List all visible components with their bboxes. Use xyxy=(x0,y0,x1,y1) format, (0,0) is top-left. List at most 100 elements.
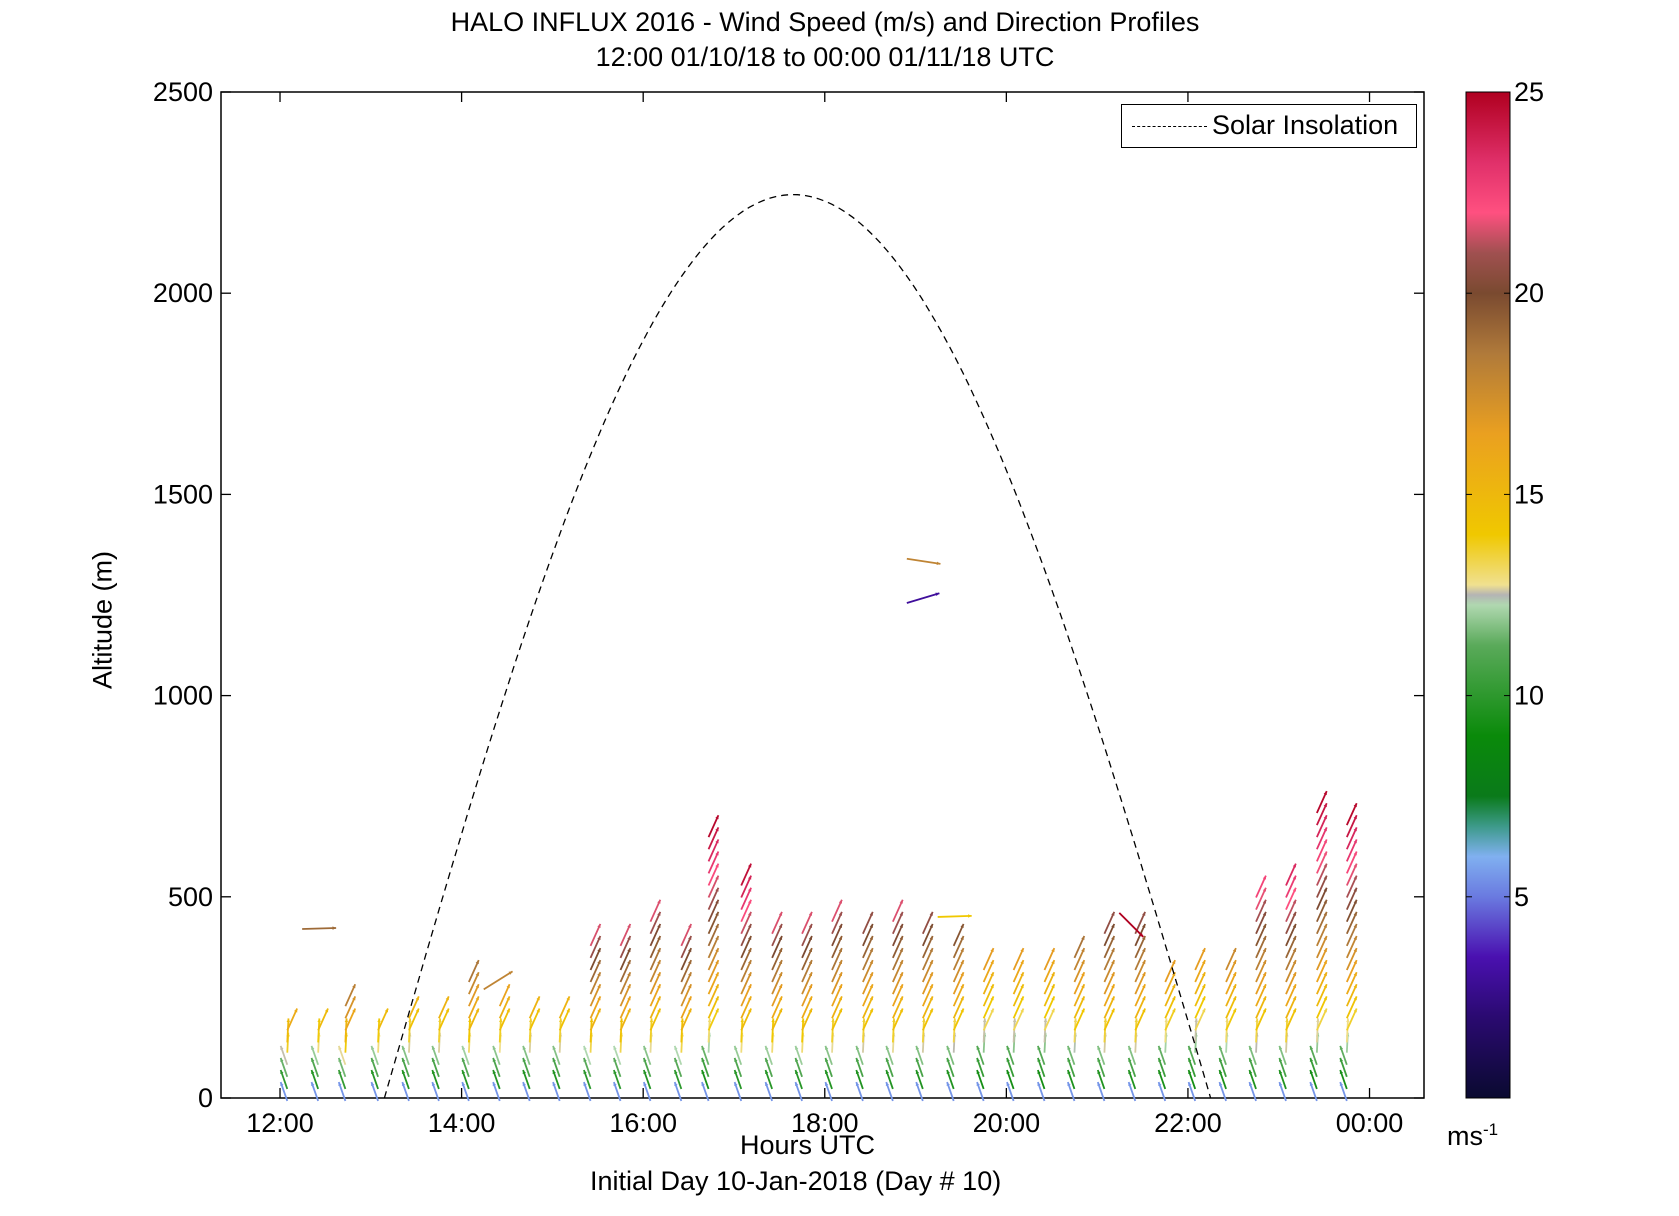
wind-vector xyxy=(649,971,662,995)
wind-vector xyxy=(1187,1081,1197,1102)
wind-vector xyxy=(1316,1008,1328,1031)
wind-vector xyxy=(680,947,692,971)
initial-day-label: Initial Day 10-Jan-2018 (Day # 10) xyxy=(590,1166,1002,1196)
wind-vector xyxy=(707,839,720,862)
wind-vector xyxy=(613,1069,622,1090)
wind-vector xyxy=(1187,1069,1197,1090)
wind-vector xyxy=(1339,1057,1348,1078)
wind-vector xyxy=(344,996,357,1019)
wind-vector xyxy=(740,971,752,995)
wind-vector xyxy=(467,1018,472,1043)
wind-vector xyxy=(642,1057,652,1078)
wind-vector xyxy=(831,971,843,995)
wind-vector xyxy=(1134,996,1146,1019)
wind-vector xyxy=(862,947,874,971)
wind-vector xyxy=(1012,947,1025,971)
wind-vector xyxy=(680,983,692,1007)
wind-vector xyxy=(1073,959,1086,983)
wind-vector xyxy=(1157,1045,1167,1066)
wind-vector xyxy=(733,1057,743,1078)
wind-vector xyxy=(831,911,843,935)
wind-vector xyxy=(892,911,904,935)
wind-vector xyxy=(1066,1045,1076,1066)
wind-vector xyxy=(468,983,480,1007)
wind-vector xyxy=(1127,1081,1137,1102)
wind-vector xyxy=(1187,1057,1197,1078)
wind-vector xyxy=(619,983,632,1007)
wind-vector xyxy=(952,996,965,1019)
wind-vector xyxy=(1309,1081,1318,1102)
wind-vector xyxy=(952,1008,965,1031)
wind-vector xyxy=(1066,1081,1076,1102)
x-tick-label: 12:00 xyxy=(246,1108,314,1138)
wind-vector xyxy=(431,1045,440,1066)
wind-vector xyxy=(982,983,995,1007)
wind-vector xyxy=(498,983,511,1007)
wind-vector xyxy=(946,1057,955,1078)
wind-vector xyxy=(492,1081,501,1102)
wind-vector xyxy=(1073,971,1086,995)
wind-vector xyxy=(649,959,662,983)
wind-vector xyxy=(286,1008,298,1031)
wind-vector xyxy=(922,911,934,935)
wind-vector xyxy=(317,1008,329,1031)
wind-vector xyxy=(337,1081,347,1102)
wind-vector xyxy=(1255,899,1267,923)
wind-vector xyxy=(1255,971,1267,995)
wind-vector xyxy=(370,1069,379,1090)
wind-vector xyxy=(649,935,662,959)
wind-vector xyxy=(589,947,602,971)
wind-vector xyxy=(946,1081,955,1102)
wind-vector xyxy=(801,971,813,995)
wind-vector xyxy=(707,887,720,910)
x-tick-label: 14:00 xyxy=(428,1108,496,1138)
wind-vector xyxy=(461,1045,470,1066)
wind-vector xyxy=(310,1057,319,1078)
wind-vector xyxy=(801,959,813,983)
wind-vector xyxy=(461,1081,470,1102)
wind-vector xyxy=(1012,1018,1017,1043)
wind-vector xyxy=(1255,1018,1259,1043)
wind-vector xyxy=(589,1018,594,1043)
wind-vector xyxy=(764,1081,773,1102)
wind-vector xyxy=(707,983,720,1007)
wind-vector xyxy=(1194,959,1206,983)
colorbar-unit-exponent: -1 xyxy=(1483,1120,1499,1139)
wind-vector xyxy=(862,971,874,995)
wind-vector xyxy=(1073,1018,1078,1043)
wind-vector xyxy=(885,1081,894,1102)
wind-vector xyxy=(1285,935,1297,959)
wind-vector xyxy=(982,959,995,983)
wind-vector xyxy=(370,1081,379,1102)
wind-vector xyxy=(892,959,904,983)
wind-vector xyxy=(952,947,965,971)
wind-vector xyxy=(1073,996,1086,1019)
wind-vector xyxy=(794,1069,803,1090)
wind-vector xyxy=(1134,947,1146,971)
wind-vector xyxy=(558,1018,563,1043)
wind-vector xyxy=(1043,983,1056,1007)
wind-vector xyxy=(401,1081,410,1102)
wind-vector xyxy=(922,983,934,1007)
wind-vector xyxy=(1187,1045,1197,1066)
wind-vector xyxy=(589,971,602,995)
wind-vector xyxy=(707,971,720,995)
wind-vector xyxy=(344,983,357,1007)
wind-vector xyxy=(915,1081,924,1102)
y-tick-label: 2000 xyxy=(153,278,213,308)
wind-vector xyxy=(401,1057,410,1078)
wind-vector xyxy=(1316,947,1328,971)
x-tick-label: 20:00 xyxy=(973,1108,1041,1138)
wind-vector xyxy=(613,1081,622,1102)
wind-vector xyxy=(771,911,783,935)
wind-vector xyxy=(740,983,752,1007)
wind-vector xyxy=(824,1045,833,1066)
wind-vector xyxy=(1006,1081,1015,1102)
x-axis-label: Hours UTC xyxy=(740,1130,876,1160)
wind-vector xyxy=(922,1008,934,1031)
wind-vector xyxy=(701,1081,710,1102)
wind-vector xyxy=(680,971,692,995)
wind-vector xyxy=(855,1045,864,1066)
legend-label: Solar Insolation xyxy=(1212,110,1399,140)
